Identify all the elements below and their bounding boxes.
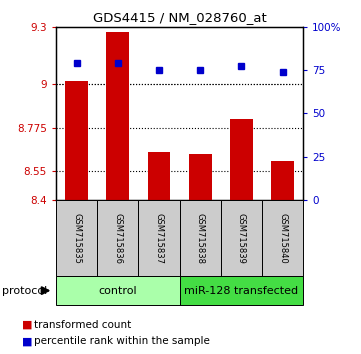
- Bar: [230, 119, 253, 200]
- Bar: [189, 154, 212, 200]
- Bar: [65, 80, 88, 200]
- Text: transformed count: transformed count: [34, 320, 131, 330]
- Text: GSM715840: GSM715840: [278, 213, 287, 263]
- Text: ■: ■: [22, 336, 32, 346]
- Title: GDS4415 / NM_028760_at: GDS4415 / NM_028760_at: [93, 11, 266, 24]
- Text: GSM715835: GSM715835: [72, 213, 81, 263]
- Text: percentile rank within the sample: percentile rank within the sample: [34, 336, 210, 346]
- Text: ■: ■: [22, 320, 32, 330]
- Text: GSM715839: GSM715839: [237, 213, 246, 263]
- Bar: [106, 32, 129, 200]
- Text: control: control: [99, 286, 137, 296]
- Text: GSM715837: GSM715837: [155, 212, 164, 264]
- Text: miR-128 transfected: miR-128 transfected: [184, 286, 299, 296]
- Bar: [271, 161, 294, 200]
- Text: GSM715838: GSM715838: [196, 212, 205, 264]
- Text: protocol: protocol: [2, 286, 47, 296]
- Bar: [148, 152, 170, 200]
- Text: GSM715836: GSM715836: [113, 212, 122, 264]
